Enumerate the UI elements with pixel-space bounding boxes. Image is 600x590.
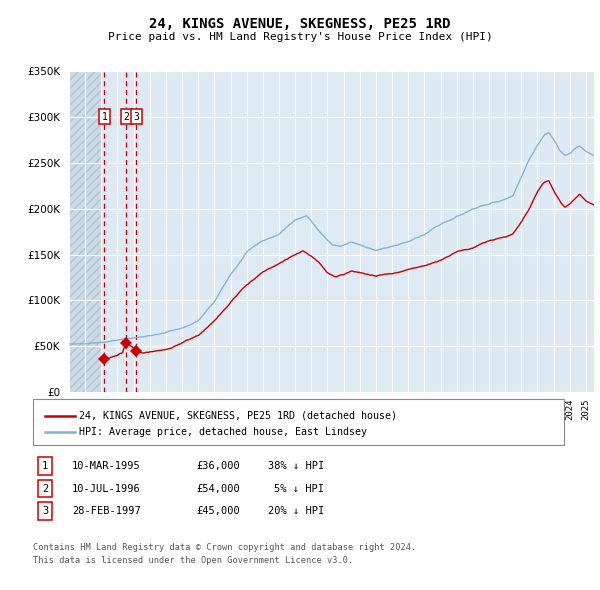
Text: 1: 1 [42, 461, 48, 471]
Text: 5% ↓ HPI: 5% ↓ HPI [274, 484, 324, 493]
Text: £36,000: £36,000 [196, 461, 240, 471]
Text: 38% ↓ HPI: 38% ↓ HPI [268, 461, 324, 471]
Text: £54,000: £54,000 [196, 484, 240, 493]
Text: Price paid vs. HM Land Registry's House Price Index (HPI): Price paid vs. HM Land Registry's House … [107, 32, 493, 41]
Text: 2: 2 [42, 484, 48, 493]
Text: 3: 3 [133, 112, 139, 122]
Text: 10-MAR-1995: 10-MAR-1995 [72, 461, 141, 471]
Text: 24, KINGS AVENUE, SKEGNESS, PE25 1RD: 24, KINGS AVENUE, SKEGNESS, PE25 1RD [149, 17, 451, 31]
Text: 10-JUL-1996: 10-JUL-1996 [72, 484, 141, 493]
Text: 1: 1 [101, 112, 107, 122]
Text: Contains HM Land Registry data © Crown copyright and database right 2024.: Contains HM Land Registry data © Crown c… [33, 543, 416, 552]
Bar [69, 71, 101, 392]
Text: 3: 3 [42, 506, 48, 516]
Text: This data is licensed under the Open Government Licence v3.0.: This data is licensed under the Open Gov… [33, 556, 353, 565]
Text: HPI: Average price, detached house, East Lindsey: HPI: Average price, detached house, East… [79, 428, 367, 437]
Text: 28-FEB-1997: 28-FEB-1997 [72, 506, 141, 516]
Text: 24, KINGS AVENUE, SKEGNESS, PE25 1RD (detached house): 24, KINGS AVENUE, SKEGNESS, PE25 1RD (de… [79, 411, 397, 421]
Text: 2: 2 [123, 112, 129, 122]
Text: £45,000: £45,000 [196, 506, 240, 516]
Text: 20% ↓ HPI: 20% ↓ HPI [268, 506, 324, 516]
